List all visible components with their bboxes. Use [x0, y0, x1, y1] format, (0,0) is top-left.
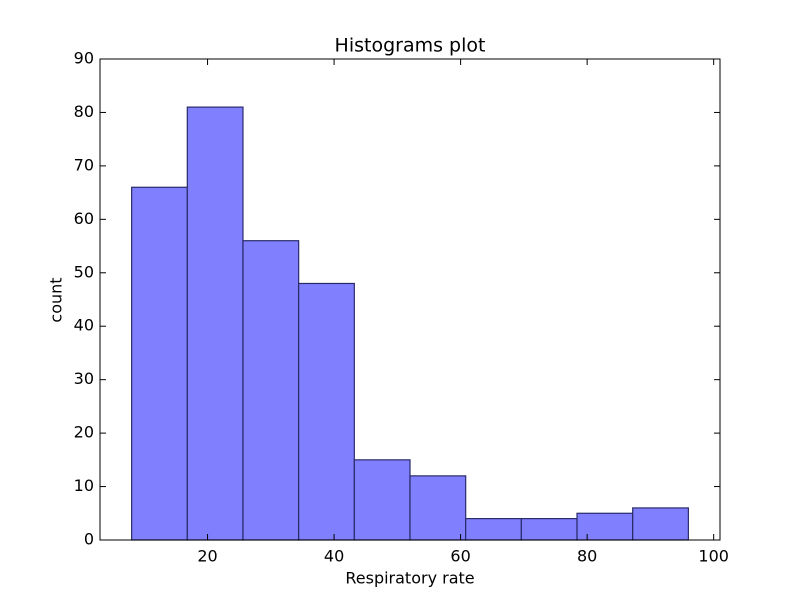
y-tick-label: 0: [84, 530, 94, 549]
y-axis-label: count: [47, 277, 66, 322]
y-tick-label: 80: [74, 102, 94, 121]
bar: [242, 240, 300, 541]
bar: [632, 507, 689, 541]
y-tick-label: 70: [74, 155, 94, 174]
y-tick-label: 90: [74, 49, 94, 68]
bar: [520, 518, 578, 541]
x-tick-label: 20: [197, 547, 217, 566]
bar: [131, 186, 188, 541]
chart-title: Histograms plot: [335, 35, 486, 57]
y-tick-label: 60: [74, 209, 94, 228]
bar: [186, 106, 244, 541]
y-tick-label: 40: [74, 316, 94, 335]
x-tick-label: 60: [450, 547, 470, 566]
bar: [298, 282, 355, 541]
x-tick-label: 80: [577, 547, 597, 566]
bar: [465, 518, 522, 541]
x-axis-label: Respiratory rate: [345, 569, 474, 588]
plot-frame: [99, 58, 721, 541]
bar: [353, 459, 411, 541]
y-tick-label: 10: [74, 476, 94, 495]
y-tick-label: 50: [74, 262, 94, 281]
x-tick-label: 100: [698, 547, 729, 566]
bar: [409, 475, 467, 541]
y-tick-label: 20: [74, 423, 94, 442]
bar: [576, 512, 634, 541]
y-tick-label: 30: [74, 369, 94, 388]
x-tick-label: 40: [324, 547, 344, 566]
